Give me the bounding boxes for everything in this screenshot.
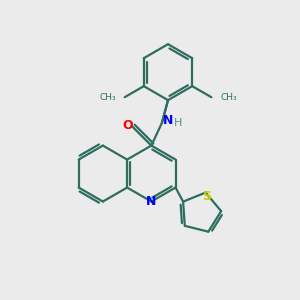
Text: N: N: [146, 195, 157, 208]
Text: O: O: [123, 119, 134, 132]
Text: N: N: [163, 114, 174, 127]
Text: H: H: [174, 118, 182, 128]
Text: S: S: [202, 190, 211, 202]
Text: CH₃: CH₃: [220, 93, 237, 102]
Text: CH₃: CH₃: [99, 93, 116, 102]
